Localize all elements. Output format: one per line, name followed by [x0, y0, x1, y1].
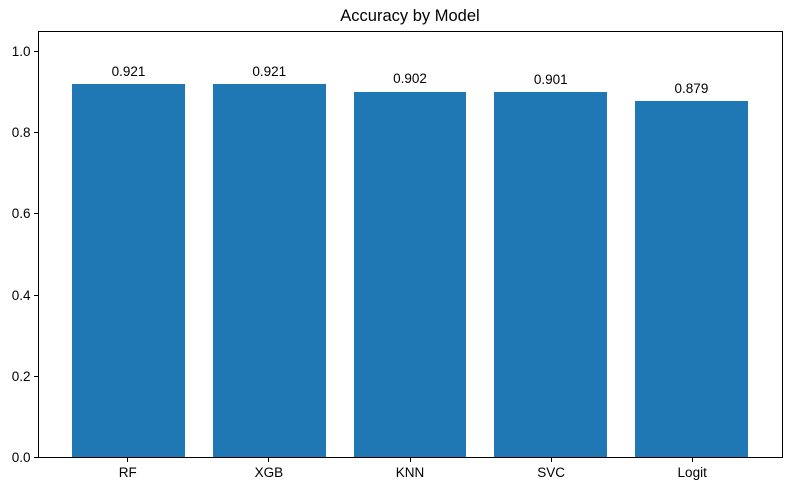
y-tick-label: 1.0 [11, 43, 31, 59]
x-tick-mark [691, 457, 693, 462]
y-tick-label: 0.2 [11, 368, 31, 384]
bar-xgb [212, 84, 326, 457]
x-tick-mark [550, 457, 552, 462]
bar-logit [635, 101, 748, 457]
y-tick-mark [33, 132, 38, 134]
x-tick-label-svc: SVC [537, 464, 565, 480]
x-tick-mark [268, 457, 270, 462]
y-tick-label: 0.8 [11, 125, 31, 141]
bar-rf [72, 84, 185, 457]
y-tick-label: 0.6 [11, 206, 31, 222]
x-tick-mark [127, 457, 129, 462]
bar-value-label-knn: 0.902 [393, 71, 427, 87]
plot-area: 0.921 0.921 0.902 0.901 0.879 [37, 31, 783, 458]
bar-value-label-svc: 0.901 [533, 71, 568, 87]
y-tick-mark [33, 213, 38, 215]
chart-title: Accuracy by Model [340, 7, 480, 25]
x-tick-label-xgb: XGB [254, 464, 284, 480]
bar-svc [494, 92, 607, 457]
bar-value-label-xgb: 0.921 [252, 63, 287, 79]
y-tick-mark [33, 457, 38, 458]
bar-value-label-rf: 0.921 [111, 63, 146, 79]
x-tick-label-knn: KNN [395, 464, 425, 480]
y-tick-label: 0.4 [11, 287, 31, 303]
bar-value-label-logit: 0.879 [674, 80, 709, 96]
bar-knn [353, 91, 467, 457]
y-tick-mark [33, 50, 38, 52]
y-tick-mark [33, 294, 38, 296]
y-tick-mark [33, 375, 38, 377]
y-tick-label: 0.0 [11, 450, 31, 465]
x-tick-label-rf: RF [118, 464, 137, 480]
x-tick-mark [409, 457, 411, 462]
x-tick-label-logit: Logit [677, 464, 707, 480]
